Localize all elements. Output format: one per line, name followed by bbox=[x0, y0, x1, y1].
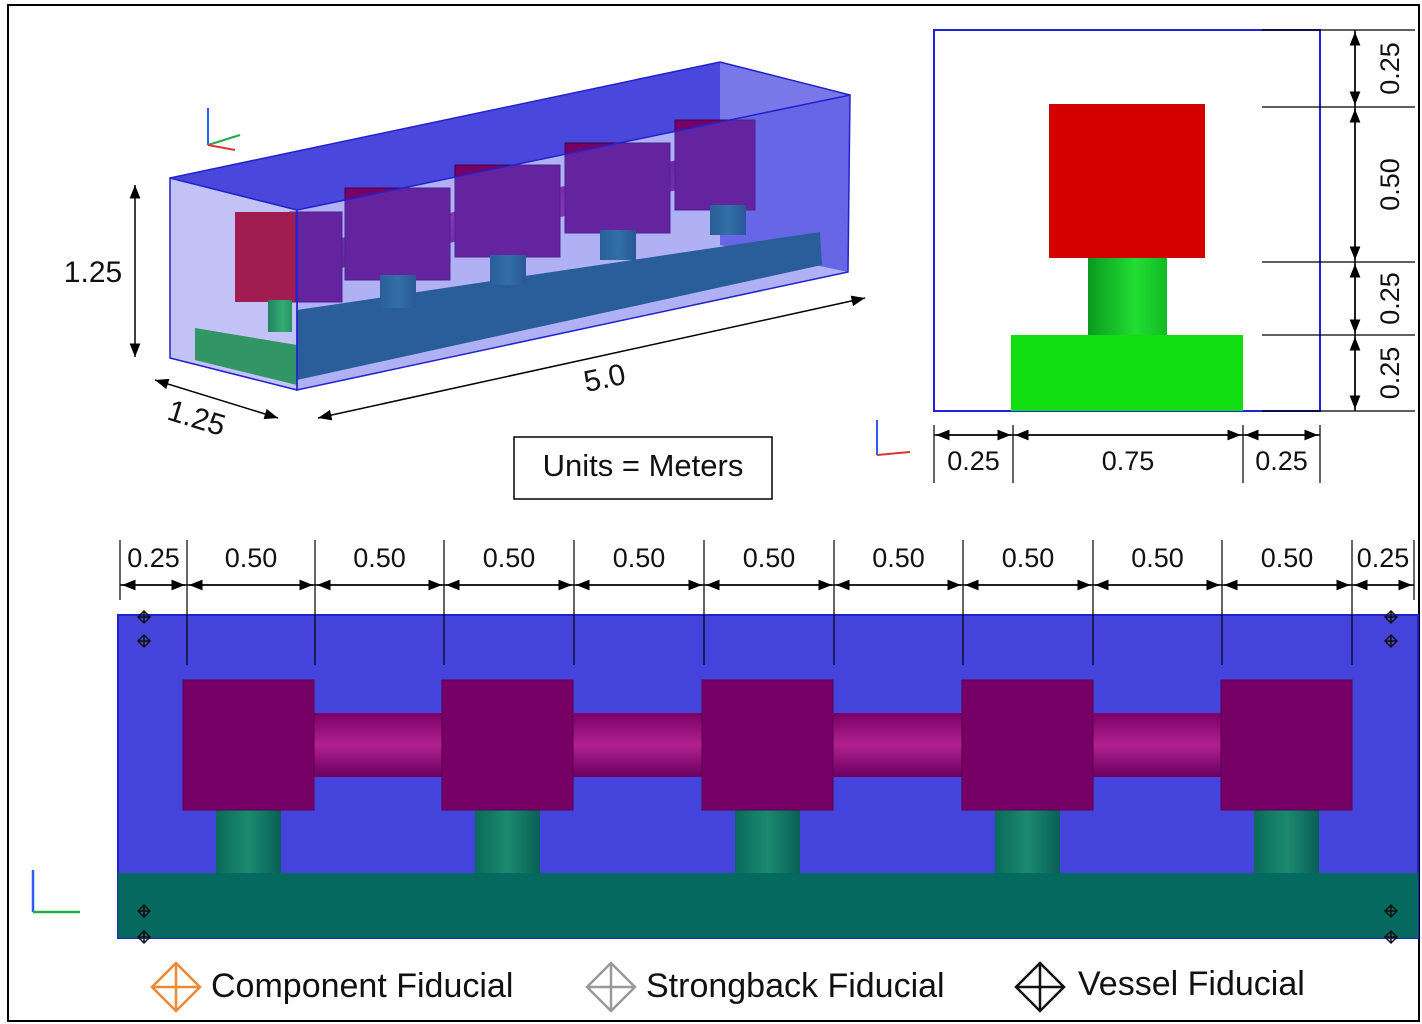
axis-triad bbox=[208, 108, 240, 150]
dimension-label: 0.50 bbox=[1002, 543, 1055, 573]
dimension-label: 0.50 bbox=[1375, 158, 1405, 211]
dimension-label: 0.25 bbox=[1255, 446, 1308, 476]
pipe bbox=[833, 713, 962, 777]
dimension-label: 0.50 bbox=[1261, 543, 1314, 573]
box-end bbox=[170, 178, 297, 390]
component bbox=[702, 680, 833, 810]
dimension-label: 0.25 bbox=[1375, 272, 1405, 325]
dimension-label: 0.25 bbox=[1375, 42, 1405, 95]
iso-view: 1.25 1.25 5.0 bbox=[64, 62, 865, 443]
dimension-label: 0.25 bbox=[947, 446, 1000, 476]
dimension-label: 0.25 bbox=[1375, 347, 1405, 400]
length-label: 5.0 bbox=[581, 358, 629, 399]
component bbox=[1221, 680, 1352, 810]
end-view bbox=[877, 30, 1355, 455]
figure: 1.25 1.25 5.0 Units = Meters Component F… bbox=[0, 0, 1422, 1024]
legend-label: Strongback Fiducial bbox=[646, 967, 945, 1005]
stem bbox=[735, 810, 800, 873]
axis-triad bbox=[877, 420, 910, 455]
dimension-label: 0.50 bbox=[743, 543, 796, 573]
pipe bbox=[314, 713, 442, 777]
dimension-label: 0.25 bbox=[127, 543, 180, 573]
dimension-label: 0.50 bbox=[613, 543, 666, 573]
legend: Component Fiducial Strongback Fiducial V… bbox=[152, 963, 1305, 1011]
stem bbox=[475, 810, 540, 873]
legend-label: Vessel Fiducial bbox=[1078, 965, 1305, 1003]
dimension-label: 0.75 bbox=[1102, 446, 1155, 476]
dimension-label: 0.25 bbox=[1357, 543, 1410, 573]
pipe bbox=[1093, 713, 1221, 777]
dimension-label: 0.50 bbox=[872, 543, 925, 573]
units-label: Units = Meters bbox=[543, 448, 744, 483]
dimension-label: 0.50 bbox=[353, 543, 406, 573]
pipe bbox=[573, 713, 702, 777]
stem bbox=[1254, 810, 1319, 873]
dimension-label: 0.50 bbox=[1131, 543, 1184, 573]
height-label: 1.25 bbox=[64, 256, 122, 289]
component bbox=[183, 680, 314, 810]
component bbox=[442, 680, 573, 810]
stem bbox=[216, 810, 281, 873]
depth-label: 1.25 bbox=[164, 394, 229, 443]
dimension-label: 0.50 bbox=[483, 543, 536, 573]
legend-label: Component Fiducial bbox=[211, 967, 513, 1005]
stem bbox=[995, 810, 1060, 873]
axis-triad bbox=[33, 870, 80, 912]
dimension-label: 0.50 bbox=[225, 543, 278, 573]
component bbox=[962, 680, 1093, 810]
side-view bbox=[33, 585, 1418, 938]
